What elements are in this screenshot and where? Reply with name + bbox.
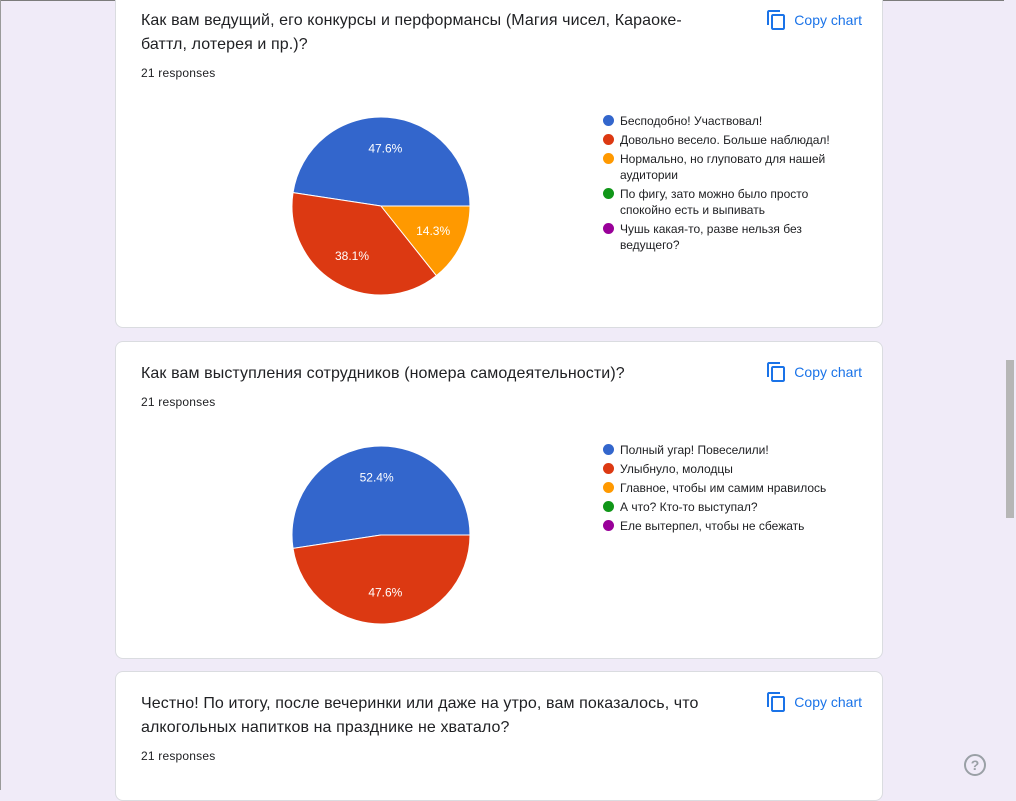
legend-dot (603, 520, 614, 531)
pie-slice[interactable] (291, 192, 438, 296)
copy-icon (767, 362, 786, 382)
legend-dot (603, 444, 614, 455)
legend-item: Еле вытерпел, чтобы не сбежать (603, 518, 843, 534)
legend-dot (603, 115, 614, 126)
question-card-host: Как вам ведущий, его конкурсы и перформа… (115, 0, 883, 328)
question-card-alcohol: Честно! По итогу, после вечеринки или да… (115, 671, 883, 801)
legend-dot (603, 463, 614, 474)
question-title: Как вам выступления сотрудников (номера … (141, 365, 625, 382)
legend-dot (603, 188, 614, 199)
legend-dot (603, 134, 614, 145)
chart-legend: Полный угар! Повеселили! Улыбнуло, молод… (603, 442, 843, 537)
help-icon[interactable]: ? (964, 754, 986, 776)
pie-slice[interactable] (292, 534, 471, 625)
slice-label: 47.6% (368, 141, 402, 155)
copy-chart-button[interactable]: Copy chart (767, 7, 862, 33)
copy-icon (767, 10, 786, 30)
responses-count: 21 responses (141, 749, 216, 763)
copy-chart-label: Copy chart (794, 694, 862, 710)
legend-label: Довольно весело. Больше наблюдал! (620, 133, 830, 147)
copy-chart-button[interactable]: Copy chart (767, 689, 862, 715)
question-card-performances: Как вам выступления сотрудников (номера … (115, 341, 883, 659)
copy-icon (767, 692, 786, 712)
window-border-left (0, 0, 1, 790)
legend-dot (603, 482, 614, 493)
legend-item: А что? Кто-то выступал? (603, 499, 843, 515)
legend-label: По фигу, зато можно было просто спокойно… (620, 187, 809, 217)
legend-label: А что? Кто-то выступал? (620, 500, 758, 514)
pie-chart: 47.6% 38.1% 14.3% (291, 116, 471, 296)
legend-label: Чушь какая-то, разве нельзя без ведущего… (620, 222, 802, 252)
legend-item: Довольно весело. Больше наблюдал! (603, 132, 843, 148)
legend-label: Улыбнуло, молодцы (620, 462, 733, 476)
legend-dot (603, 501, 614, 512)
question-title: Честно! По итогу, после вечеринки или да… (141, 695, 699, 736)
legend-label: Нормально, но глуповато для нашей аудито… (620, 152, 826, 182)
pie-slice[interactable] (291, 445, 471, 549)
legend-item: Главное, чтобы им самим нравилось (603, 480, 843, 496)
pie-slice[interactable] (379, 205, 471, 277)
chart-legend: Бесподобно! Участвовал! Довольно весело.… (603, 113, 843, 256)
pie-slice[interactable] (292, 116, 471, 207)
slice-label: 38.1% (335, 249, 369, 263)
legend-dot (603, 153, 614, 164)
question-title: Как вам ведущий, его конкурсы и перформа… (141, 12, 682, 53)
legend-item: Бесподобно! Участвовал! (603, 113, 843, 129)
legend-item: Чушь какая-то, разве нельзя без ведущего… (603, 221, 843, 253)
legend-dot (603, 223, 614, 234)
scrollbar-thumb[interactable] (1006, 360, 1014, 518)
legend-label: Еле вытерпел, чтобы не сбежать (620, 519, 805, 533)
legend-item: Нормально, но глуповато для нашей аудито… (603, 151, 843, 183)
legend-item: Полный угар! Повеселили! (603, 442, 843, 458)
legend-label: Главное, чтобы им самим нравилось (620, 481, 827, 495)
legend-label: Бесподобно! Участвовал! (620, 114, 763, 128)
slice-label: 47.6% (368, 586, 402, 600)
pie-chart: 52.4% 47.6% (291, 445, 471, 625)
copy-chart-label: Copy chart (794, 364, 862, 380)
slice-label: 14.3% (416, 224, 450, 238)
legend-item: Улыбнуло, молодцы (603, 461, 843, 477)
copy-chart-label: Copy chart (794, 12, 862, 28)
responses-count: 21 responses (141, 66, 216, 80)
responses-count: 21 responses (141, 395, 216, 409)
legend-item: По фигу, зато можно было просто спокойно… (603, 186, 843, 218)
slice-label: 52.4% (360, 470, 394, 484)
copy-chart-button[interactable]: Copy chart (767, 359, 862, 385)
legend-label: Полный угар! Повеселили! (620, 443, 769, 457)
